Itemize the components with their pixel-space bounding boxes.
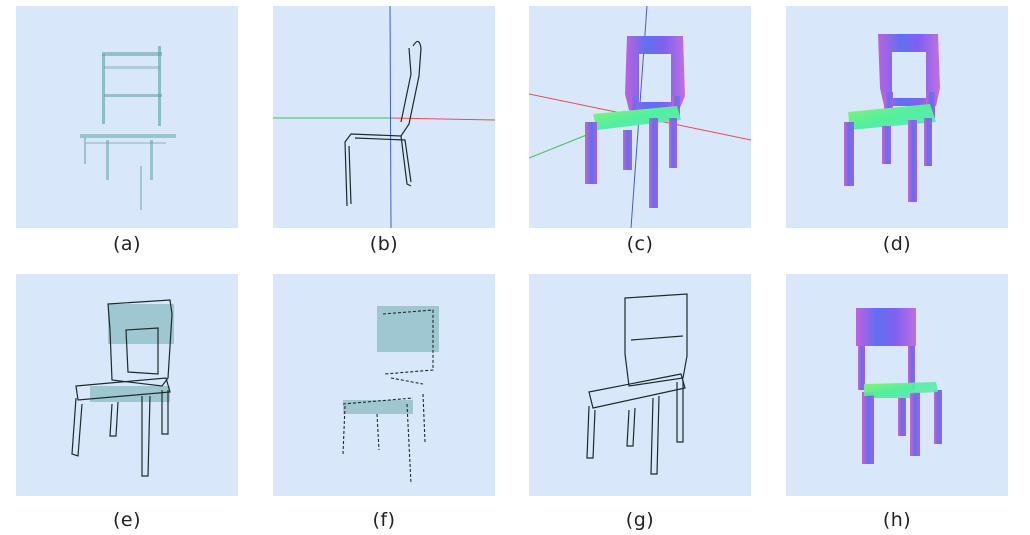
axis-green [529,133,590,159]
side-sketch [344,40,422,207]
caption-h: (h) [882,509,912,531]
panel-e [16,274,238,496]
axis-red [390,117,495,121]
mesh-render-front [856,308,942,464]
caption-d: (d) [882,233,912,255]
panel-g [529,274,751,496]
chair-sketch [71,299,173,477]
caption-f: (f) [372,509,396,531]
mesh-render [844,34,940,202]
axis-blue [389,6,392,228]
caption-b: (b) [369,233,399,255]
mesh-render-axes [529,6,751,228]
point-cloud [343,306,439,414]
panel-h [786,274,1008,496]
point-cloud-render [80,46,176,210]
panel-f [273,274,495,496]
sparse-sketch [342,309,434,485]
panel-b [273,6,495,228]
panel-a [16,6,238,228]
panel-c [529,6,751,228]
panel-d [786,6,1008,228]
chair-mesh [844,34,940,202]
caption-a: (a) [113,233,141,255]
side-sketch-render [273,6,495,228]
chair-mesh [585,36,685,208]
caption-g: (g) [625,509,655,531]
point-cloud [80,46,176,210]
sketch-with-points-render [71,299,174,477]
point-cloud [90,304,174,402]
caption-e: (e) [112,509,141,531]
clean-sketch-render [586,293,688,475]
chair-sketch [586,293,688,475]
sparse-sketch-render [342,306,439,485]
chair-mesh [856,308,942,464]
caption-c: (c) [626,233,654,255]
